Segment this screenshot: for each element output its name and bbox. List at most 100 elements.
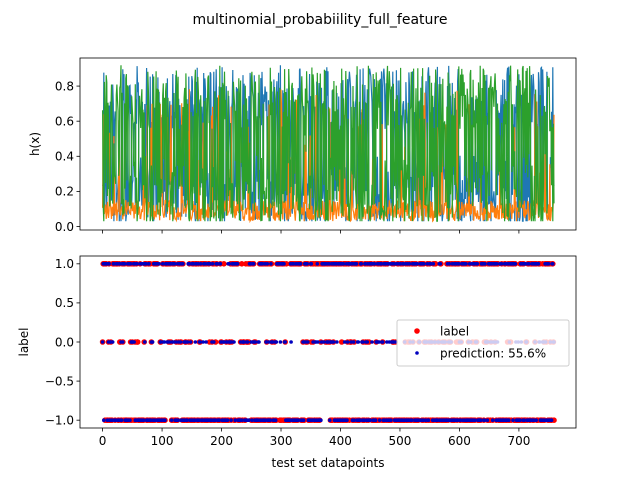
probability-series-line [102, 65, 555, 222]
prediction-point [169, 418, 174, 423]
prediction-point [301, 418, 306, 423]
prediction-point [365, 340, 370, 344]
prediction-point [479, 418, 483, 423]
prediction-point [345, 340, 350, 344]
prediction-point [282, 262, 286, 266]
probability-y-axis-label: h(x) [28, 132, 42, 156]
probability-plot: 0.0 0.2 0.4 0.6 0.8 h(x) [28, 57, 577, 234]
label-x-tick-label: 400 [329, 434, 352, 448]
prediction-point [546, 262, 551, 266]
prediction-point [122, 262, 127, 266]
label-point [239, 261, 245, 267]
label-y-tick-label: 0.0 [55, 335, 74, 349]
prediction-point [415, 262, 420, 266]
prediction-point [422, 262, 426, 266]
label-y-axis-label: label [17, 327, 31, 356]
prediction-point [128, 262, 133, 266]
prediction-point [536, 262, 541, 266]
prediction-point [464, 262, 468, 266]
prediction-point [198, 262, 203, 266]
prediction-point [380, 340, 385, 344]
prediction-point [518, 418, 522, 423]
prediction-point [119, 418, 124, 423]
label-y-tick-label: −0.5 [45, 374, 74, 388]
label-x-axis-label: test set datapoints [272, 456, 385, 470]
prediction-point [172, 262, 177, 266]
prediction-point [296, 418, 301, 423]
prediction-point [354, 262, 359, 266]
prediction-point [513, 262, 518, 266]
prediction-point [232, 340, 236, 344]
prediction-point [185, 418, 189, 423]
label-x-tick-label: 500 [389, 434, 412, 448]
prediction-point [356, 340, 361, 344]
prediction-point [141, 418, 146, 423]
prediction-point [210, 262, 215, 266]
prediction-point [368, 418, 373, 423]
prediction-point [274, 340, 279, 344]
prediction-point [549, 418, 554, 423]
legend-marker-label [414, 328, 420, 334]
prediction-point [162, 340, 167, 344]
prediction-point [225, 418, 230, 423]
prediction-point [217, 418, 221, 423]
label-x-tick-label: 700 [507, 434, 530, 448]
label-point [134, 339, 141, 345]
legend: label prediction: 55.6% [396, 319, 570, 367]
legend-marker-prediction [415, 351, 419, 355]
prediction-point [372, 262, 377, 266]
prediction-point [150, 340, 155, 344]
prediction-point [316, 340, 320, 344]
prediction-point [143, 340, 147, 344]
label-x-tick-label: 300 [270, 434, 293, 448]
prediction-point [475, 262, 480, 266]
prediction-point [176, 418, 180, 423]
prediction-point [322, 340, 326, 344]
prediction-point [527, 262, 531, 266]
prediction-point [377, 418, 382, 423]
prediction-point [265, 262, 270, 266]
prediction-point [229, 418, 233, 423]
legend-label-label: label [440, 325, 469, 339]
prediction-point [359, 262, 364, 266]
prediction-point [309, 262, 314, 266]
prediction-point [178, 340, 183, 344]
probability-y-tick-label: 0.0 [55, 220, 74, 234]
prediction-point [482, 418, 487, 423]
prediction-point [507, 418, 511, 423]
prediction-point [240, 418, 244, 423]
prediction-point [495, 262, 499, 266]
prediction-point [247, 418, 251, 423]
prediction-point [298, 262, 303, 266]
prediction-point [268, 418, 273, 423]
prediction-point [135, 262, 139, 266]
probability-y-tick-label: 0.8 [55, 79, 74, 93]
prediction-point [253, 340, 258, 344]
prediction-point [319, 418, 323, 423]
prediction-point [410, 418, 414, 423]
prediction-point [331, 340, 336, 344]
prediction-point [522, 418, 527, 423]
probability-y-tick-label: 0.4 [55, 150, 74, 164]
prediction-point [305, 262, 310, 266]
label-x-tick-label: 200 [210, 434, 233, 448]
probability-plot-frame [79, 57, 577, 231]
prediction-point [499, 262, 504, 266]
prediction-point [426, 418, 431, 423]
prediction-point [431, 262, 436, 266]
label-x-tick-label: 600 [448, 434, 471, 448]
prediction-point [100, 340, 105, 344]
prediction-point [273, 418, 278, 423]
prediction-point [377, 340, 381, 344]
label-x-tick-label: 100 [151, 434, 174, 448]
prediction-point [342, 340, 347, 344]
prediction-point [511, 418, 515, 423]
prediction-point [147, 262, 151, 266]
prediction-point [473, 418, 477, 423]
figure-title: multinomial_probabiility_full_feature [193, 12, 448, 28]
label-y-tick-label: 0.5 [55, 296, 74, 310]
prediction-point [212, 340, 216, 344]
prediction-point [328, 418, 332, 423]
legend-box [396, 319, 570, 367]
prediction-point [351, 340, 356, 344]
